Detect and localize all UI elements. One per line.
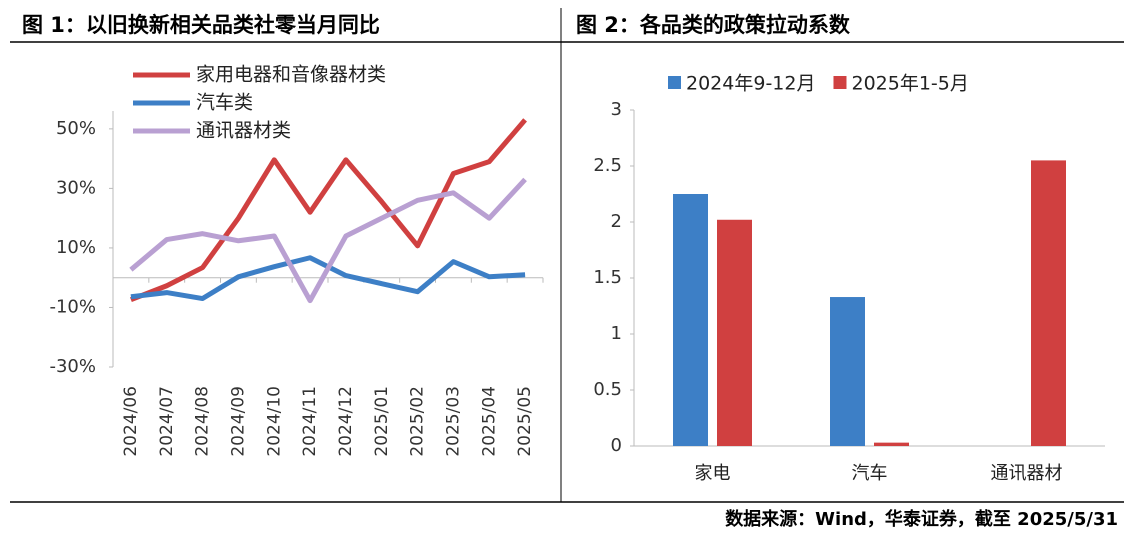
x-tick-label: 2025/01 <box>372 386 392 457</box>
legend-label: 家用电器和音像器材类 <box>196 64 386 86</box>
chart-title: 图 1：以旧换新相关品类社零当月同比 <box>22 13 380 37</box>
x-tick-label: 2025/04 <box>479 386 499 457</box>
line-series <box>129 177 527 304</box>
y-tick-label: 10% <box>56 237 96 258</box>
y-tick-label: 2 <box>611 211 622 232</box>
x-tick-label: 通讯器材 <box>991 463 1063 484</box>
legend-label: 汽车类 <box>196 92 253 114</box>
bar <box>717 219 752 446</box>
x-tick-label: 2024/08 <box>193 386 213 457</box>
y-tick-label: 0 <box>611 435 622 456</box>
y-tick-label: 0.5 <box>593 379 622 400</box>
x-tick-label: 2024/07 <box>157 386 177 457</box>
y-tick-label: -10% <box>49 296 96 317</box>
y-tick-label: -30% <box>49 356 96 377</box>
x-tick-label: 2024/10 <box>264 386 284 457</box>
x-tick-label: 2024/11 <box>300 386 320 457</box>
bar <box>673 194 708 446</box>
legend-label: 2025年1-5月 <box>851 73 968 95</box>
y-tick-label: 3 <box>611 99 622 120</box>
x-tick-label: 2025/02 <box>408 386 428 457</box>
line-series <box>130 118 527 303</box>
x-tick-label: 2024/09 <box>228 386 248 457</box>
y-tick-label: 30% <box>56 177 96 198</box>
legend-label: 2024年9-12月 <box>686 73 815 95</box>
source: 数据来源：Wind，华泰证券，截至 2025/5/31 <box>725 508 1118 530</box>
x-tick-label: 家电 <box>695 463 731 484</box>
legend-swatch <box>668 76 681 89</box>
bar <box>874 442 909 446</box>
bar <box>1031 160 1066 446</box>
bar <box>830 297 865 446</box>
x-tick-label: 2024/06 <box>121 386 141 457</box>
y-tick-label: 2.5 <box>593 155 622 176</box>
x-tick-label: 2024/12 <box>336 386 356 457</box>
legend-label: 通讯器材类 <box>196 120 291 142</box>
x-tick-label: 汽车 <box>852 463 888 484</box>
chart-title: 图 2：各品类的政策拉动系数 <box>576 13 851 37</box>
x-tick-label: 2025/05 <box>515 386 535 457</box>
x-tick-label: 2025/03 <box>443 386 463 457</box>
legend-swatch <box>833 76 847 89</box>
y-tick-label: 50% <box>56 118 96 139</box>
y-tick-label: 1 <box>611 323 622 344</box>
y-tick-label: 1.5 <box>593 267 622 288</box>
